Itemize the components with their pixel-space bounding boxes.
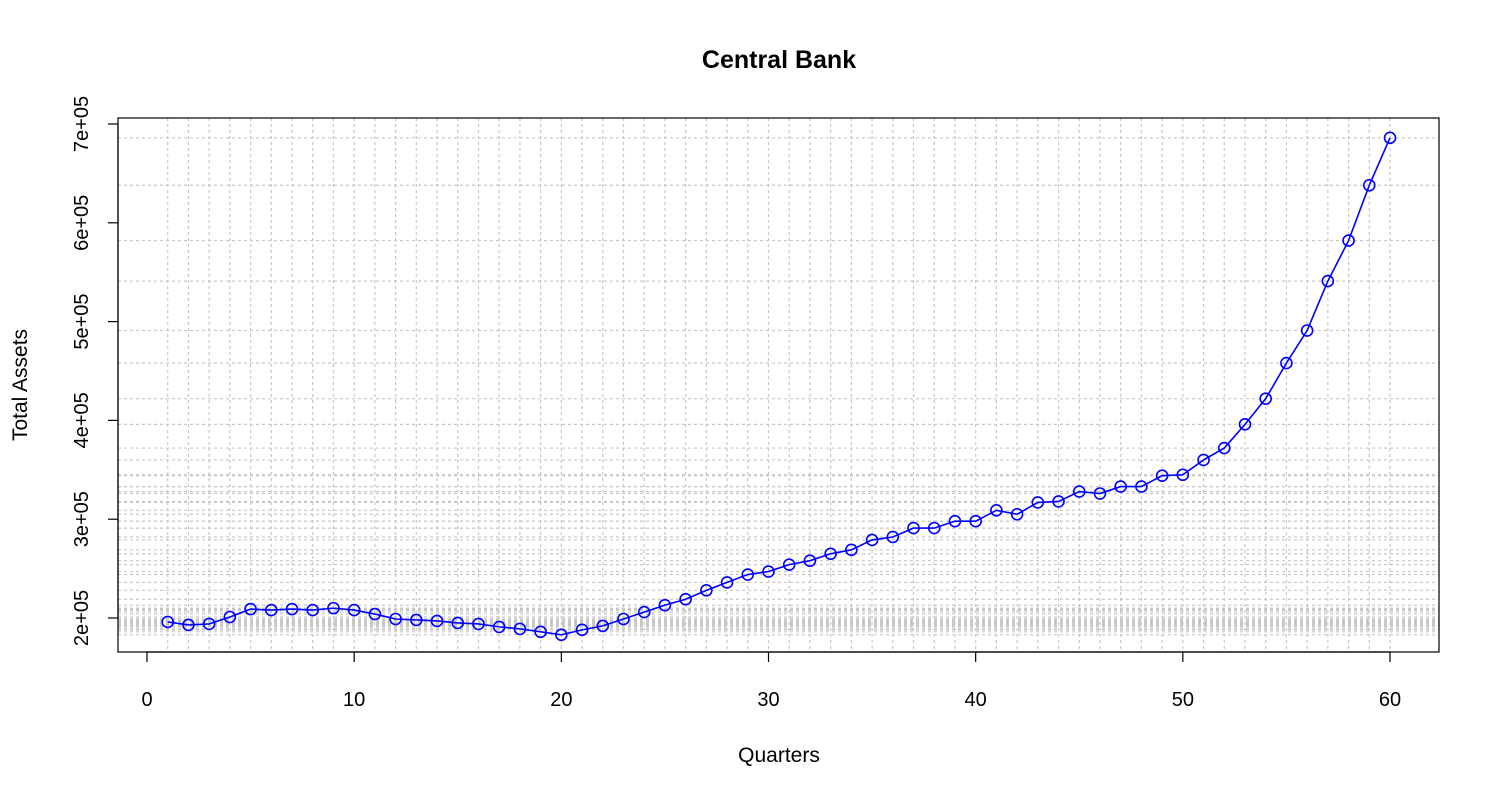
data-point xyxy=(202,617,216,631)
data-point xyxy=(285,602,299,616)
data-point xyxy=(1321,274,1335,288)
data-point xyxy=(1362,178,1376,192)
data-point xyxy=(182,618,195,632)
data-point xyxy=(1176,468,1190,482)
data-series xyxy=(161,131,1397,642)
data-point xyxy=(803,554,817,567)
data-point xyxy=(555,628,568,642)
data-point xyxy=(264,603,278,617)
data-point xyxy=(700,584,713,597)
y-tick-label: 3e+05 xyxy=(71,491,93,547)
data-point xyxy=(990,504,1003,517)
data-point xyxy=(824,547,837,561)
data-point xyxy=(492,620,506,634)
x-tick-label: 30 xyxy=(757,689,779,711)
axes: 0 10 20 30 40 50 60 2e+05 3e+05 4e+05 5e+05 6e+05 7e… xyxy=(71,96,1440,711)
x-tick-label: 40 xyxy=(965,689,987,711)
data-point xyxy=(513,622,527,636)
data-point xyxy=(368,607,382,621)
data-point xyxy=(1155,469,1169,483)
data-point xyxy=(1031,496,1045,509)
data-point xyxy=(865,533,879,547)
x-tick-label: 10 xyxy=(343,689,365,711)
data-point xyxy=(948,514,962,528)
data-point xyxy=(762,565,775,578)
data-point xyxy=(741,568,755,581)
x-tick-label: 50 xyxy=(1172,689,1194,711)
x-tick-label: 20 xyxy=(550,689,572,711)
data-point xyxy=(534,625,547,639)
data-point xyxy=(1114,480,1127,493)
data-point xyxy=(223,610,237,624)
data-point xyxy=(410,613,423,627)
y-tick-label: 5e+05 xyxy=(71,294,93,350)
data-point xyxy=(927,521,941,535)
y-tick-label: 7e+05 xyxy=(71,96,93,152)
x-tick-label: 0 xyxy=(141,689,152,711)
data-point xyxy=(782,558,796,571)
data-point xyxy=(1010,507,1024,521)
data-point xyxy=(969,514,982,528)
data-point xyxy=(161,615,175,629)
data-point xyxy=(1300,324,1314,337)
data-point xyxy=(389,612,402,626)
y-tick-label: 2e+05 xyxy=(71,590,93,646)
data-point xyxy=(451,616,465,630)
x-axis-label: Quarters xyxy=(738,744,820,767)
data-point xyxy=(886,530,900,544)
data-point xyxy=(1052,495,1065,508)
data-point xyxy=(430,614,444,628)
data-point xyxy=(1383,131,1397,145)
chart-title: Central Bank xyxy=(702,46,856,74)
series-line xyxy=(167,137,1391,636)
data-point xyxy=(1093,487,1107,500)
data-point xyxy=(327,601,340,615)
grid xyxy=(118,118,1439,652)
data-point xyxy=(1072,485,1086,498)
data-point xyxy=(617,612,630,626)
data-point xyxy=(1259,392,1272,405)
data-point xyxy=(306,603,320,617)
data-point xyxy=(347,603,361,617)
data-point xyxy=(1342,234,1355,247)
data-point xyxy=(472,617,485,631)
data-point xyxy=(1197,453,1210,467)
data-point xyxy=(1135,480,1148,493)
y-axis-label: Total Assets xyxy=(9,329,32,441)
data-point xyxy=(1238,418,1252,431)
data-point xyxy=(907,521,920,535)
data-point xyxy=(637,605,651,619)
y-tick-label: 6e+05 xyxy=(71,195,93,251)
x-tick-label: 60 xyxy=(1379,689,1401,711)
data-point xyxy=(845,543,858,557)
data-point xyxy=(720,576,734,589)
data-point xyxy=(575,623,589,637)
data-point xyxy=(658,598,672,612)
data-point xyxy=(1217,441,1231,455)
data-point xyxy=(244,602,257,616)
y-tick-label: 4e+05 xyxy=(71,392,93,448)
data-point xyxy=(596,619,610,633)
data-point xyxy=(679,592,692,606)
data-point xyxy=(1280,356,1293,370)
